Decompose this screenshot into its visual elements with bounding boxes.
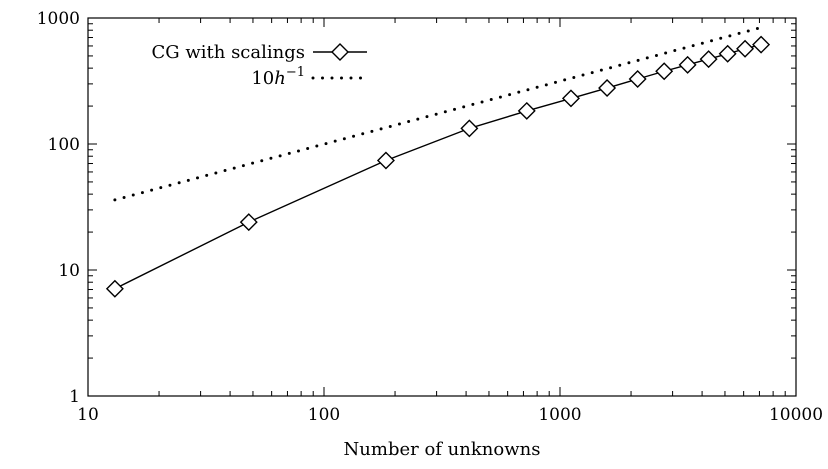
y-tick-label: 100 xyxy=(48,135,80,155)
series-cg-point xyxy=(561,89,580,108)
y-tick-label: 10 xyxy=(58,261,80,281)
series-cg-point xyxy=(718,44,737,63)
plot-frame xyxy=(87,17,797,397)
x-tick-label: 10000 xyxy=(769,405,823,425)
series-cg-line xyxy=(114,43,762,290)
series-cg-point xyxy=(699,50,718,69)
x-axis-title: Number of unknowns xyxy=(344,439,541,460)
series-cg-point xyxy=(678,55,697,74)
series-cg-point xyxy=(460,119,479,138)
series-cg-point xyxy=(105,279,124,298)
series-cg-point xyxy=(517,101,536,120)
x-tick-label: 10 xyxy=(77,405,99,425)
series-cg-point xyxy=(655,62,674,81)
x-tick-label: 100 xyxy=(308,405,340,425)
legend-label-10h: 10h−1 xyxy=(251,65,305,89)
series-cg-point xyxy=(239,213,258,232)
series-cg-point xyxy=(752,35,771,54)
series-cg-point xyxy=(736,39,755,58)
y-tick-label: 1000 xyxy=(37,9,80,29)
x-tick-label: 1000 xyxy=(538,405,581,425)
y-tick-label: 1 xyxy=(69,387,80,407)
series-cg-point xyxy=(628,70,647,88)
legend-marker-cg xyxy=(331,43,349,61)
series-cg-point xyxy=(376,151,395,170)
series-cg-point xyxy=(598,79,617,98)
legend-label-cg: CG with scalings xyxy=(151,42,305,63)
